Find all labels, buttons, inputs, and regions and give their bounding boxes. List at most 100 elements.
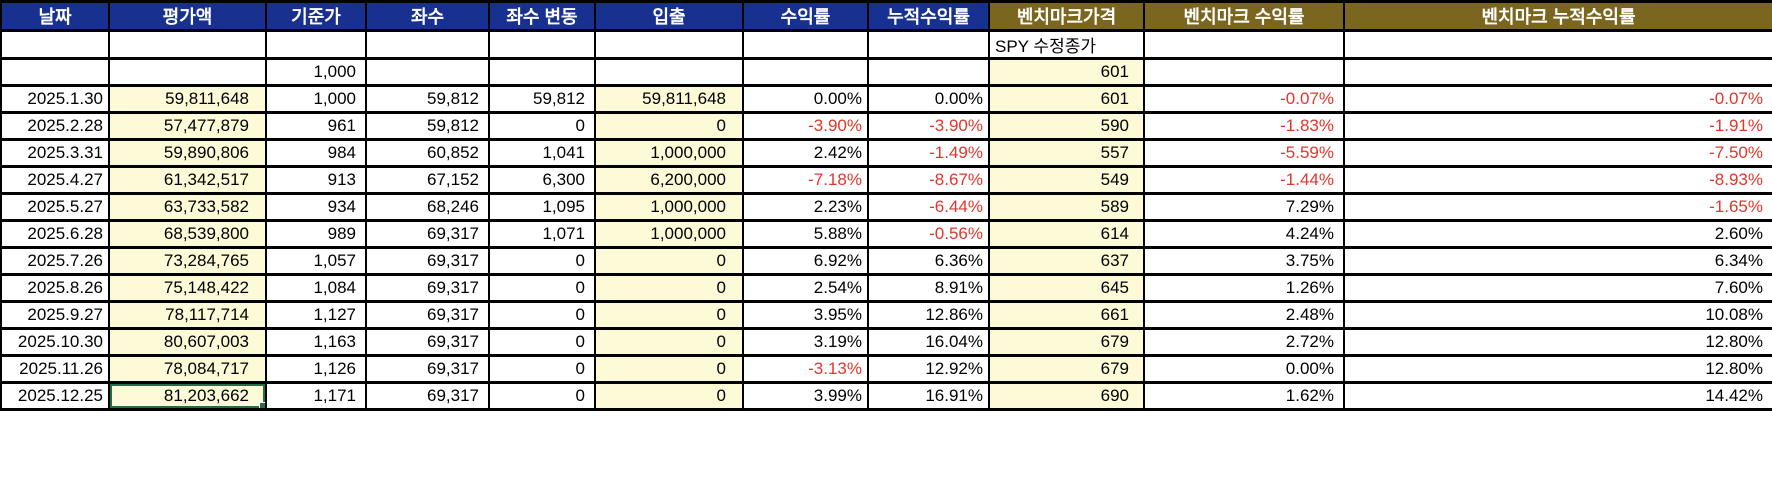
cell[interactable]: 0 — [488, 354, 596, 384]
cell[interactable]: -3.90% — [867, 111, 990, 141]
cell[interactable]: 2025.7.26 — [0, 246, 110, 276]
cell[interactable]: 3.75% — [1143, 246, 1345, 276]
cell[interactable]: 16.04% — [867, 327, 990, 357]
cell[interactable]: 0 — [488, 273, 596, 303]
cell[interactable]: 6.34% — [1343, 246, 1772, 276]
cell[interactable]: -3.13% — [742, 354, 869, 384]
cell[interactable]: 3.99% — [742, 381, 869, 411]
cell[interactable]: 7.29% — [1143, 192, 1345, 222]
cell[interactable]: 59,812 — [488, 84, 596, 114]
cell[interactable]: 690 — [988, 381, 1145, 411]
cell[interactable]: 10.08% — [1343, 300, 1772, 330]
cell[interactable] — [1143, 29, 1345, 60]
cell[interactable] — [108, 29, 267, 60]
cell[interactable]: -7.18% — [742, 165, 869, 195]
cell[interactable]: 601 — [988, 57, 1145, 87]
cell[interactable] — [0, 57, 110, 87]
column-header-10[interactable]: 벤치마크 누적수익률 — [1343, 0, 1772, 32]
cell[interactable] — [742, 29, 869, 60]
cell[interactable]: 645 — [988, 273, 1145, 303]
cell[interactable]: 59,890,806 — [108, 138, 267, 168]
cell[interactable]: 7.60% — [1343, 273, 1772, 303]
cell[interactable]: -3.90% — [742, 111, 869, 141]
cell[interactable]: 1,126 — [265, 354, 367, 384]
cell[interactable]: 1,171 — [265, 381, 367, 411]
cell[interactable]: 75,148,422 — [108, 273, 267, 303]
cell[interactable]: 57,477,879 — [108, 111, 267, 141]
cell[interactable]: 0 — [594, 111, 744, 141]
cell[interactable]: 1,127 — [265, 300, 367, 330]
cell[interactable]: 3.95% — [742, 300, 869, 330]
cell[interactable]: 69,317 — [365, 327, 490, 357]
column-header-8[interactable]: 벤치마크가격 — [988, 0, 1145, 32]
cell[interactable]: 6.92% — [742, 246, 869, 276]
cell[interactable]: 69,317 — [365, 300, 490, 330]
cell[interactable]: 59,812 — [365, 111, 490, 141]
column-header-7[interactable]: 누적수익률 — [867, 0, 990, 32]
cell[interactable]: 60,852 — [365, 138, 490, 168]
column-header-2[interactable]: 기준가 — [265, 0, 367, 32]
cell[interactable]: 1.26% — [1143, 273, 1345, 303]
cell[interactable] — [867, 57, 990, 87]
cell[interactable]: 69,317 — [365, 381, 490, 411]
cell[interactable]: 1,071 — [488, 219, 596, 249]
cell[interactable]: 0 — [488, 327, 596, 357]
cell[interactable]: 1.62% — [1143, 381, 1345, 411]
column-header-3[interactable]: 좌수 — [365, 0, 490, 32]
cell[interactable]: 934 — [265, 192, 367, 222]
cell[interactable] — [867, 29, 990, 60]
cell[interactable]: 12.80% — [1343, 354, 1772, 384]
cell[interactable]: -7.50% — [1343, 138, 1772, 168]
cell[interactable]: -0.56% — [867, 219, 990, 249]
column-header-6[interactable]: 수익률 — [742, 0, 869, 32]
cell[interactable]: 1,095 — [488, 192, 596, 222]
cell[interactable]: 0 — [594, 381, 744, 411]
cell[interactable]: 0 — [488, 246, 596, 276]
cell[interactable]: 557 — [988, 138, 1145, 168]
cell[interactable]: 2.72% — [1143, 327, 1345, 357]
cell[interactable]: 1,057 — [265, 246, 367, 276]
cell[interactable]: 0 — [594, 354, 744, 384]
cell[interactable]: 0.00% — [742, 84, 869, 114]
cell[interactable]: 12.80% — [1343, 327, 1772, 357]
cell[interactable]: 69,317 — [365, 273, 490, 303]
cell[interactable]: -1.49% — [867, 138, 990, 168]
column-header-0[interactable]: 날짜 — [0, 0, 110, 32]
cell[interactable]: 6.36% — [867, 246, 990, 276]
cell[interactable]: 68,246 — [365, 192, 490, 222]
cell[interactable]: 6,200,000 — [594, 165, 744, 195]
cell[interactable]: -6.44% — [867, 192, 990, 222]
column-header-5[interactable]: 입출 — [594, 0, 744, 32]
cell[interactable]: 0 — [594, 300, 744, 330]
cell[interactable]: 0.00% — [867, 84, 990, 114]
cell[interactable]: 2.54% — [742, 273, 869, 303]
cell[interactable]: 961 — [265, 111, 367, 141]
cell[interactable]: 73,284,765 — [108, 246, 267, 276]
cell[interactable]: -8.67% — [867, 165, 990, 195]
cell[interactable]: 2.42% — [742, 138, 869, 168]
cell[interactable]: 16.91% — [867, 381, 990, 411]
cell[interactable]: 0 — [488, 111, 596, 141]
cell[interactable]: 4.24% — [1143, 219, 1345, 249]
cell[interactable]: 2025.2.28 — [0, 111, 110, 141]
cell[interactable]: 1,000,000 — [594, 192, 744, 222]
cell[interactable] — [365, 29, 490, 60]
cell[interactable]: 637 — [988, 246, 1145, 276]
cell[interactable] — [108, 57, 267, 87]
cell[interactable]: 5.88% — [742, 219, 869, 249]
cell[interactable]: 0 — [594, 327, 744, 357]
cell[interactable]: 6,300 — [488, 165, 596, 195]
cell[interactable] — [1343, 57, 1772, 87]
cell[interactable]: 2025.12.25 — [0, 381, 110, 411]
cell[interactable]: -1.44% — [1143, 165, 1345, 195]
cell[interactable]: 2025.3.31 — [0, 138, 110, 168]
cell[interactable]: 0 — [488, 381, 596, 411]
cell[interactable]: 69,317 — [365, 354, 490, 384]
cell[interactable]: 12.86% — [867, 300, 990, 330]
cell[interactable]: 59,812 — [365, 84, 490, 114]
cell[interactable]: -1.83% — [1143, 111, 1345, 141]
cell[interactable]: 0 — [594, 246, 744, 276]
cell[interactable]: 63,733,582 — [108, 192, 267, 222]
cell[interactable]: 67,152 — [365, 165, 490, 195]
column-header-4[interactable]: 좌수 변동 — [488, 0, 596, 32]
